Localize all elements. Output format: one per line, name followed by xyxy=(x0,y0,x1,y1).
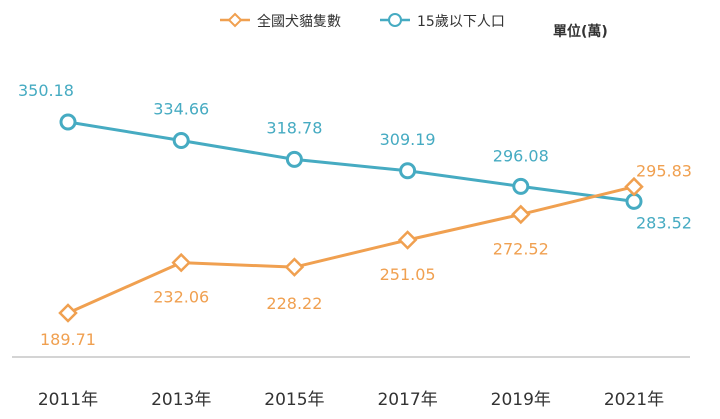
data-label: 334.66 xyxy=(153,99,209,118)
data-label: 318.78 xyxy=(266,118,322,137)
data-point-circle xyxy=(399,162,417,180)
data-point-diamond xyxy=(58,303,78,323)
x-tick-label: 2015年 xyxy=(264,390,324,410)
legend-marker-circle xyxy=(388,13,402,27)
data-point-diamond xyxy=(284,257,305,277)
data-label: 283.52 xyxy=(636,213,692,232)
data-point-diamond xyxy=(511,204,531,225)
label-layer: 350.18 334.66 318.78 309.19 296.08 283.52 189.… xyxy=(18,81,692,349)
data-point-circle xyxy=(172,131,190,149)
data-point-circle xyxy=(285,150,303,168)
data-label: 296.08 xyxy=(493,146,549,165)
data-label: 232.06 xyxy=(153,288,209,307)
data-point-circle xyxy=(512,177,530,195)
data-point-diamond xyxy=(171,252,191,273)
data-label: 350.18 xyxy=(18,81,74,100)
data-label: 272.52 xyxy=(493,239,549,258)
legend-label-dogs-cats: 全國犬貓隻數 xyxy=(257,13,341,30)
x-tick-label: 2017年 xyxy=(377,390,437,410)
legend-label-under15: 15歲以下人口 xyxy=(417,14,505,30)
data-point-circle xyxy=(59,113,77,131)
x-tick-labels: 2011年 2013年 2015年 2017年 2019年 2021年 xyxy=(38,390,664,410)
data-label: 295.83 xyxy=(636,162,692,181)
data-label: 189.71 xyxy=(40,330,96,349)
x-tick-label: 2011年 xyxy=(38,390,98,410)
data-point-diamond xyxy=(624,176,644,197)
data-label: 309.19 xyxy=(380,130,436,149)
data-label: 251.05 xyxy=(380,265,436,284)
legend-marker-diamond xyxy=(227,12,243,28)
data-label: 228.22 xyxy=(266,294,322,313)
legend: 全國犬貓隻數 15歲以下人口 xyxy=(220,12,505,30)
unit-label: 單位(萬) xyxy=(553,23,608,40)
series-line-dogs-cats xyxy=(67,185,635,315)
series-layer xyxy=(58,113,644,323)
series-line-under15 xyxy=(67,120,635,203)
x-tick-label: 2021年 xyxy=(604,390,664,410)
data-point-diamond xyxy=(397,230,418,250)
x-tick-label: 2013年 xyxy=(151,390,211,410)
x-tick-label: 2019年 xyxy=(491,390,551,410)
